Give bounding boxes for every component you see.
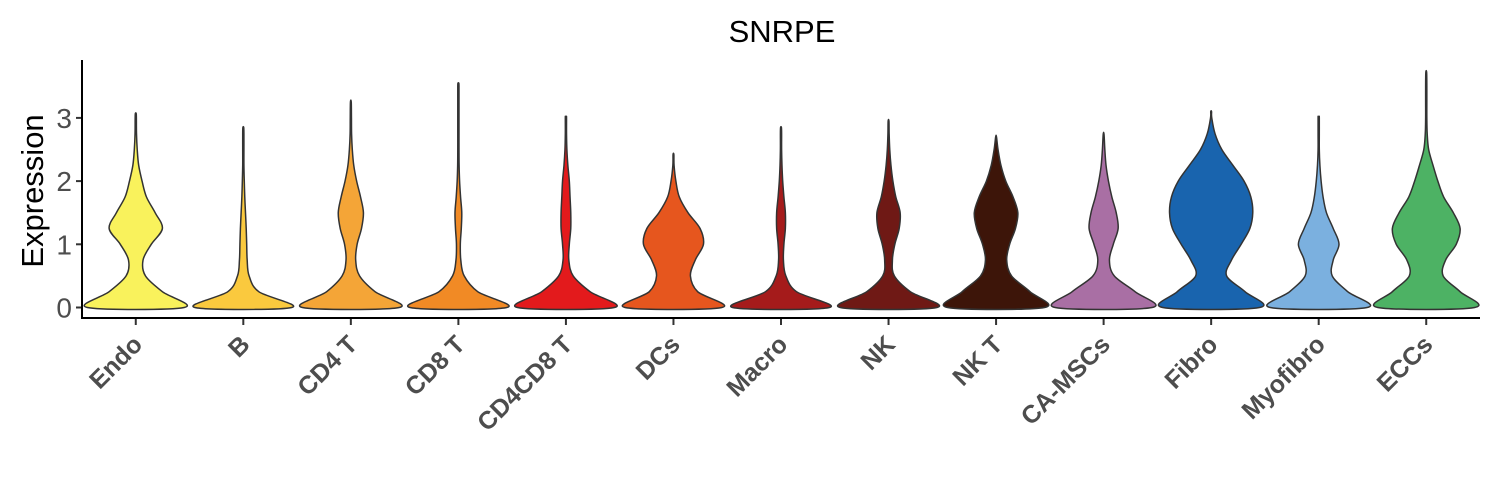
- violin-group: [83, 69, 1480, 311]
- x-tick-label: ECCs: [1372, 330, 1439, 397]
- y-axis-label: Expression: [15, 114, 50, 267]
- y-tick-label: 2: [56, 166, 72, 197]
- violin-myofibro: [1266, 115, 1372, 311]
- y-tick-label: 1: [56, 229, 72, 260]
- x-tick-label: CD8 T: [400, 330, 471, 401]
- y-axis-ticks: 0 1 2 3: [56, 103, 82, 324]
- y-tick-label: 3: [56, 103, 72, 134]
- x-axis-ticks: Endo B CD4 T CD8 T CD4CD8 T DCs Macro NK NK T CA-…: [84, 318, 1438, 437]
- x-tick-label: B: [223, 330, 256, 363]
- violin-fibro: [1157, 110, 1265, 311]
- violin-dcs: [621, 152, 726, 311]
- chart-title: SNRPE: [729, 14, 836, 49]
- violin-endo: [83, 112, 188, 311]
- x-tick-label: NK T: [947, 330, 1008, 391]
- x-tick-label: NK: [855, 330, 900, 375]
- x-tick-label: Fibro: [1159, 330, 1223, 394]
- violin-eccs: [1372, 69, 1480, 311]
- x-tick-label: Macro: [721, 330, 793, 402]
- violin-nk: [836, 118, 941, 311]
- x-tick-label: CD4 T: [292, 330, 363, 401]
- violin-cd8-t: [406, 82, 510, 311]
- y-tick-label: 0: [56, 293, 72, 324]
- violin-ca-mscs: [1050, 131, 1157, 311]
- violin-macro: [729, 125, 833, 311]
- x-tick-label: Myofibro: [1237, 330, 1331, 424]
- x-tick-label: DCs: [631, 330, 686, 385]
- x-tick-label: CD4CD8 T: [472, 330, 578, 436]
- violin-b: [192, 125, 295, 311]
- violin-cd4cd8-t: [514, 115, 618, 311]
- x-tick-label: Endo: [84, 330, 148, 394]
- violin-nk-t: [942, 134, 1050, 311]
- x-tick-label: CA-MSCs: [1016, 330, 1116, 430]
- violin-cd4-t: [298, 99, 403, 311]
